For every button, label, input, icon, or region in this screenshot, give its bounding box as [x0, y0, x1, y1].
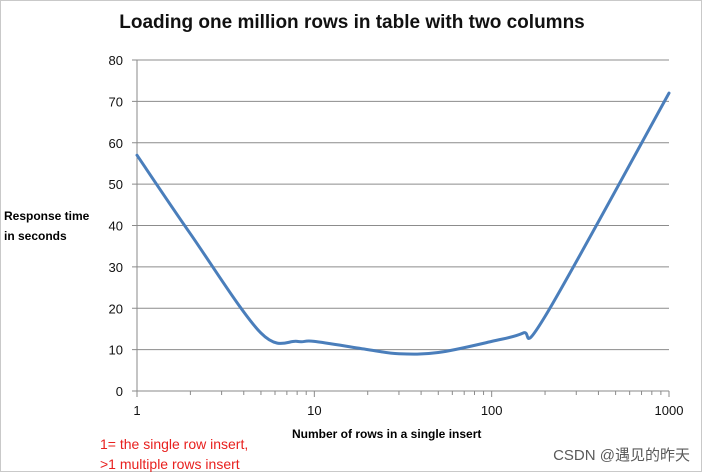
y-tick-label-40: 40	[109, 219, 123, 234]
note-line-2: >1 multiple rows insert	[100, 456, 240, 472]
data-point-0-3	[296, 340, 298, 342]
data-point-0-1	[189, 233, 191, 235]
y-tick-label-80: 80	[109, 53, 123, 68]
data-point-0-11	[668, 92, 670, 94]
y-axis-label-line-2: in seconds	[4, 229, 67, 243]
chart-title: Loading one million rows in table with t…	[119, 12, 585, 33]
series-line-0	[135, 91, 671, 356]
x-tick-label-100: 100	[481, 403, 503, 418]
data-point-0-9	[522, 332, 524, 334]
y-tick-label-20: 20	[109, 301, 123, 316]
y-tick-label-10: 10	[109, 343, 123, 358]
data-point-0-10	[544, 315, 546, 317]
watermark: CSDN @遇见的昨天	[553, 447, 690, 464]
data-point-0-5	[367, 348, 369, 350]
x-tick-label-1000: 1000	[655, 403, 684, 418]
y-tick-label-60: 60	[109, 136, 123, 151]
x-axis-label: Number of rows in a single insert	[292, 427, 482, 441]
y-tick-label-50: 50	[109, 177, 123, 192]
note-line-1: 1= the single row insert,	[100, 436, 249, 452]
note-annotation: 1= the single row insert, >1 multiple ro…	[100, 434, 248, 474]
y-tick-label-70: 70	[109, 94, 123, 109]
y-axis-label-line-1: Response time	[4, 209, 90, 223]
y-axis-label: Response time in seconds	[4, 206, 108, 246]
data-point-0-6	[398, 353, 400, 355]
data-point-0-4	[313, 340, 315, 342]
x-tick-label-10: 10	[307, 403, 321, 418]
y-tick-label-0: 0	[116, 384, 123, 399]
data-point-0-7	[437, 351, 439, 353]
y-tick-label-30: 30	[109, 260, 123, 275]
data-point-0-8	[490, 340, 492, 342]
data-point-0-0	[136, 154, 138, 156]
x-tick-label-1: 1	[133, 403, 140, 418]
data-point-0-2	[260, 332, 262, 334]
